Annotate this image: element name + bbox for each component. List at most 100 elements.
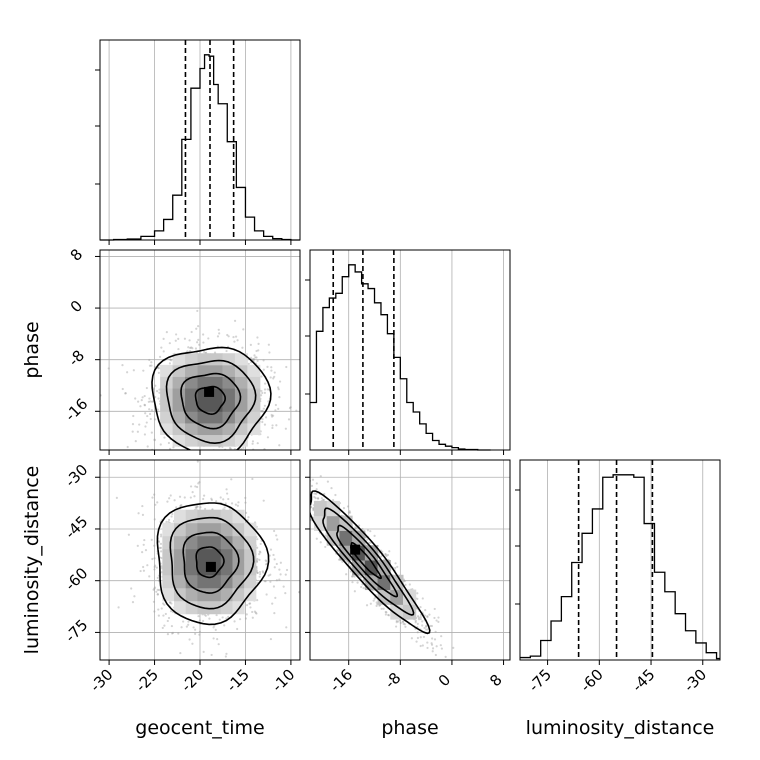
sample-point xyxy=(196,309,199,313)
pair-content xyxy=(115,460,300,658)
density-cell xyxy=(185,353,199,366)
sample-point xyxy=(395,625,398,628)
sample-point xyxy=(430,624,434,628)
sample-point xyxy=(330,487,333,490)
sample-point xyxy=(154,384,157,387)
y-tick-label: 8 xyxy=(67,245,86,264)
sample-point xyxy=(225,652,228,655)
sample-point xyxy=(243,451,245,453)
y-tick-label: 0 xyxy=(67,297,86,316)
sample-point xyxy=(266,365,269,368)
sample-point xyxy=(157,367,161,370)
sample-point xyxy=(225,488,228,491)
sample-point xyxy=(302,506,304,508)
sample-point xyxy=(433,638,437,641)
sample-point xyxy=(399,621,402,625)
sample-point xyxy=(334,493,337,497)
contour-line xyxy=(322,507,415,616)
sample-point xyxy=(380,607,383,610)
density-cell xyxy=(172,353,186,366)
density-cell xyxy=(326,500,340,517)
sample-point xyxy=(382,607,385,610)
axes-frame xyxy=(309,459,511,661)
density-cell xyxy=(197,587,210,602)
sample-point xyxy=(152,600,156,603)
sample-point xyxy=(297,466,299,468)
sample-point xyxy=(385,611,388,614)
sample-point xyxy=(190,330,193,334)
x-tick-label: -20 xyxy=(177,665,207,695)
sample-point xyxy=(152,588,155,591)
sample-point xyxy=(166,633,170,636)
sample-point xyxy=(138,423,141,426)
sample-point xyxy=(202,619,205,623)
sample-point xyxy=(177,457,179,459)
sample-point xyxy=(426,615,429,618)
sample-point xyxy=(433,607,436,611)
sample-point xyxy=(279,573,282,576)
sample-point xyxy=(301,464,303,466)
sample-point xyxy=(250,356,253,359)
sample-point xyxy=(196,460,199,463)
sample-point xyxy=(233,340,236,343)
density-cell xyxy=(232,535,245,550)
density-cell xyxy=(209,548,222,563)
sample-point xyxy=(252,358,256,361)
sample-point xyxy=(295,479,297,481)
sample-point xyxy=(168,601,171,604)
sample-point xyxy=(417,618,421,621)
sample-point xyxy=(428,613,431,616)
sample-point xyxy=(195,327,198,330)
sample-point xyxy=(296,485,298,487)
sample-point xyxy=(197,615,200,618)
sample-point xyxy=(153,544,156,547)
sample-point xyxy=(139,569,142,573)
contour-line xyxy=(336,524,399,598)
density-cell xyxy=(185,600,198,615)
sample-point xyxy=(264,416,268,419)
pair-panel-phase-vs-luminosity-distance: -16 -8 0 8 xyxy=(288,459,511,695)
sample-point xyxy=(258,570,262,574)
sample-point xyxy=(292,478,294,480)
sample-point xyxy=(158,588,161,592)
density-cell xyxy=(210,434,223,447)
sample-point xyxy=(156,501,159,504)
sample-point xyxy=(416,622,419,625)
density-cell xyxy=(160,411,174,424)
sample-point xyxy=(242,328,245,331)
sample-point xyxy=(212,637,215,640)
sample-point xyxy=(189,346,192,350)
sample-point xyxy=(212,626,215,629)
sample-point xyxy=(274,409,277,412)
y-tick-label: -45 xyxy=(61,512,91,542)
sample-point xyxy=(264,559,267,562)
sample-point xyxy=(156,576,159,579)
sample-point xyxy=(216,335,220,338)
sample-point xyxy=(173,499,176,502)
sample-point xyxy=(154,503,157,506)
density-cell xyxy=(244,522,257,537)
sample-point xyxy=(245,511,248,514)
sample-point xyxy=(247,362,250,365)
sample-point xyxy=(396,565,399,568)
sample-point xyxy=(168,342,171,345)
sample-point xyxy=(342,507,346,510)
sample-point xyxy=(284,427,287,430)
sample-point xyxy=(257,457,259,459)
sample-point xyxy=(277,407,280,410)
density-cell xyxy=(185,587,198,602)
sample-point xyxy=(274,403,277,407)
sample-point xyxy=(240,447,243,450)
density-cell xyxy=(220,561,233,576)
sample-point xyxy=(288,485,290,487)
sample-point xyxy=(278,395,281,399)
sample-point xyxy=(303,488,305,490)
sample-point xyxy=(254,611,257,614)
sample-point xyxy=(305,484,307,486)
xlabel-geocent-time: geocent_time xyxy=(135,717,264,739)
sample-point xyxy=(160,607,163,610)
density-cell xyxy=(162,548,175,563)
sample-point xyxy=(251,358,254,361)
sample-point xyxy=(150,538,153,541)
sample-point xyxy=(303,483,305,485)
